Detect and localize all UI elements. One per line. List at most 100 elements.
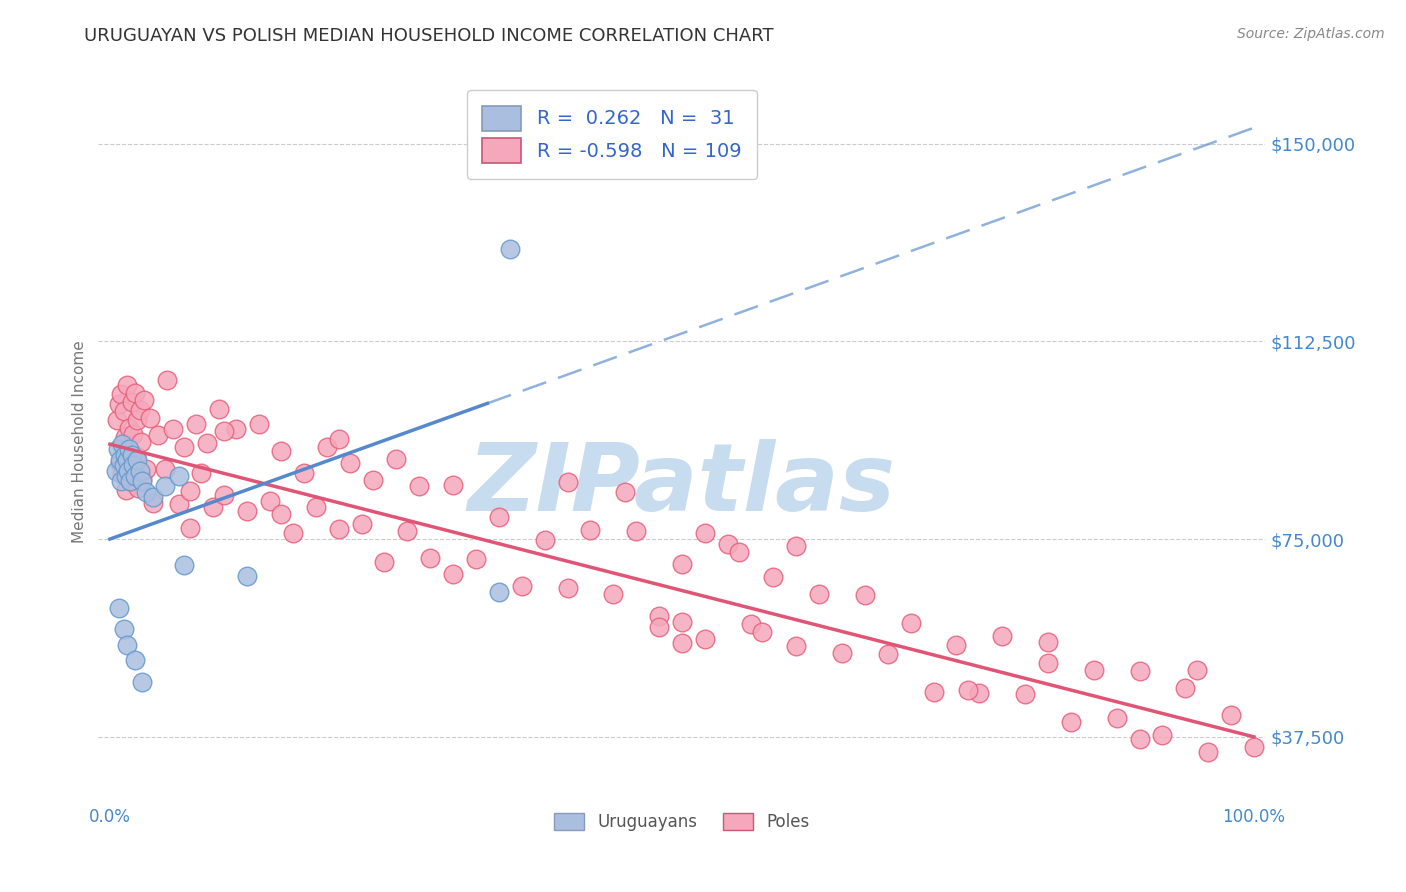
Point: [1197, 745, 1219, 759]
Point: [115, 468, 138, 483]
Point: [785, 539, 807, 553]
Point: [385, 452, 408, 467]
Point: [270, 508, 292, 522]
Point: [350, 517, 373, 532]
Point: [142, 496, 165, 510]
Point: [111, 467, 134, 481]
Point: [533, 533, 555, 547]
Point: [108, 453, 131, 467]
Point: [762, 570, 785, 584]
Point: [922, 685, 945, 699]
Point: [195, 435, 218, 450]
Point: [120, 474, 142, 488]
Point: [1105, 710, 1128, 724]
Point: [108, 456, 131, 470]
Point: [671, 557, 693, 571]
Point: [488, 585, 510, 599]
Point: [201, 500, 224, 515]
Point: [671, 615, 693, 630]
Point: [969, 686, 991, 700]
Point: [991, 629, 1014, 643]
Point: [134, 393, 156, 408]
Point: [122, 464, 145, 478]
Point: [1083, 663, 1105, 677]
Point: [328, 522, 350, 536]
Point: [112, 404, 135, 418]
Point: [127, 453, 149, 467]
Legend: Uruguayans, Poles: Uruguayans, Poles: [548, 806, 815, 838]
Point: [579, 523, 602, 537]
Point: [214, 487, 236, 501]
Point: [316, 440, 339, 454]
Point: [128, 464, 150, 478]
Point: [121, 458, 143, 473]
Point: [108, 397, 131, 411]
Point: [510, 579, 533, 593]
Point: [602, 587, 624, 601]
Point: [124, 653, 146, 667]
Point: [146, 428, 169, 442]
Point: [118, 442, 141, 457]
Point: [751, 625, 773, 640]
Point: [124, 468, 146, 483]
Point: [717, 537, 740, 551]
Point: [1128, 732, 1150, 747]
Point: [156, 373, 179, 387]
Point: [1014, 687, 1036, 701]
Point: [1185, 663, 1208, 677]
Point: [831, 646, 853, 660]
Point: [270, 444, 292, 458]
Point: [328, 433, 350, 447]
Point: [693, 632, 716, 646]
Point: [236, 504, 259, 518]
Text: ZIPatlas: ZIPatlas: [468, 439, 896, 531]
Point: [441, 477, 464, 491]
Point: [419, 550, 441, 565]
Point: [1060, 714, 1083, 729]
Point: [184, 417, 207, 431]
Point: [236, 569, 259, 583]
Point: [728, 545, 751, 559]
Point: [114, 448, 136, 462]
Point: [162, 422, 184, 436]
Point: [115, 483, 138, 498]
Point: [557, 581, 579, 595]
Point: [139, 410, 162, 425]
Point: [648, 620, 671, 634]
Point: [396, 524, 419, 538]
Point: [105, 412, 128, 426]
Point: [104, 464, 127, 478]
Point: [499, 242, 522, 256]
Point: [613, 484, 636, 499]
Point: [207, 401, 229, 416]
Point: [117, 464, 139, 478]
Point: [693, 526, 716, 541]
Point: [1036, 635, 1059, 649]
Y-axis label: Median Household Income: Median Household Income: [72, 340, 87, 543]
Point: [153, 479, 176, 493]
Point: [465, 552, 488, 566]
Point: [173, 441, 195, 455]
Point: [876, 647, 898, 661]
Point: [111, 437, 134, 451]
Point: [179, 521, 201, 535]
Point: [557, 475, 579, 490]
Point: [115, 453, 138, 467]
Point: [408, 479, 430, 493]
Point: [225, 422, 247, 436]
Point: [121, 448, 143, 462]
Point: [115, 378, 138, 392]
Point: [127, 412, 149, 426]
Point: [118, 421, 141, 435]
Point: [945, 638, 967, 652]
Point: [190, 466, 212, 480]
Point: [129, 434, 152, 449]
Point: [1220, 708, 1243, 723]
Point: [740, 616, 762, 631]
Point: [214, 424, 236, 438]
Point: [373, 555, 395, 569]
Point: [112, 458, 135, 473]
Text: URUGUAYAN VS POLISH MEDIAN HOUSEHOLD INCOME CORRELATION CHART: URUGUAYAN VS POLISH MEDIAN HOUSEHOLD INC…: [84, 27, 773, 45]
Point: [441, 567, 464, 582]
Point: [131, 474, 153, 488]
